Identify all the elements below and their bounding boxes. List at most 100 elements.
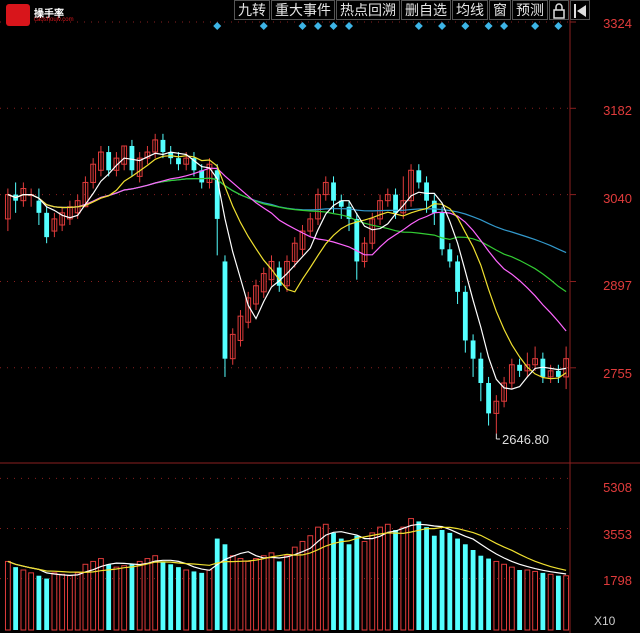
candle-body	[369, 218, 376, 244]
back-arrow-icon[interactable]	[570, 0, 590, 20]
candle-body	[331, 182, 336, 201]
volume-bar	[44, 578, 50, 630]
candle-body	[307, 218, 314, 232]
candle-body	[44, 212, 50, 238]
hotspot-review-button[interactable]: 热点回溯	[336, 0, 400, 20]
volume-ma10-line	[7, 526, 567, 574]
volume-bar	[524, 569, 531, 631]
volume-bar	[431, 535, 437, 630]
event-marker-icon	[414, 22, 423, 30]
event-marker-icon	[531, 22, 540, 30]
volume-bar	[245, 560, 252, 631]
volume-bar	[555, 575, 561, 630]
candle-body	[384, 194, 391, 202]
candle-body	[106, 152, 112, 171]
candle-body	[229, 333, 236, 360]
candle-body	[478, 358, 484, 383]
volume-bar	[307, 535, 314, 631]
candle-body	[98, 151, 104, 171]
volume-bar	[400, 526, 407, 631]
volume-bar	[508, 566, 515, 631]
candle-body	[439, 212, 445, 250]
candle-body	[176, 158, 181, 165]
min-price-annotation: 2646.80	[502, 432, 549, 447]
candle-body	[563, 358, 570, 378]
event-marker-icon	[213, 22, 222, 30]
volume-bar	[253, 558, 259, 631]
volume-bar	[106, 564, 112, 630]
app-logo: 操手率 caoshoulv.com	[6, 4, 96, 26]
volume-bar	[354, 535, 360, 630]
candle-body	[183, 157, 190, 165]
volume-bar	[222, 544, 228, 630]
candle-body	[416, 170, 422, 183]
volume-bar	[237, 558, 244, 631]
event-marker-icon	[461, 22, 470, 30]
volume-bar	[90, 560, 97, 631]
volume-bar	[160, 561, 166, 630]
candle-body	[462, 291, 468, 341]
candle-body	[470, 340, 476, 359]
remove-watchlist-button[interactable]: 删自选	[401, 0, 451, 20]
volume-bar	[532, 570, 539, 631]
candle-body	[144, 151, 151, 159]
volume-bar	[299, 540, 306, 631]
volume-bar	[315, 526, 321, 631]
price-axis-label: 2897	[603, 278, 632, 293]
candle-body	[214, 170, 220, 219]
volume-bar	[199, 572, 205, 630]
candle-body	[152, 139, 159, 153]
price-axis-label: 3182	[603, 103, 632, 118]
volume-bar	[229, 555, 236, 631]
candle-body	[493, 400, 500, 414]
price-axis-label: 3040	[603, 191, 632, 206]
major-events-button[interactable]: 重大事件	[271, 0, 335, 20]
volume-bar	[168, 564, 174, 630]
candle-body	[547, 370, 554, 378]
candle-body	[447, 249, 453, 262]
candle-body	[501, 382, 507, 402]
event-marker-icon	[500, 22, 509, 30]
window-button[interactable]: 窗	[489, 0, 511, 20]
volume-bar	[322, 523, 329, 631]
candle-body	[206, 163, 213, 183]
moving-average-button[interactable]: 均线	[452, 0, 488, 20]
volume-bar	[408, 518, 414, 631]
volume-bar	[377, 526, 383, 631]
logo-sub: caoshoulv.com	[34, 17, 74, 23]
forecast-button[interactable]: 预测	[512, 0, 548, 20]
candle-body	[346, 206, 352, 219]
lock-icon[interactable]	[549, 0, 569, 20]
jiuzhuan-button[interactable]: 九转	[234, 0, 270, 20]
volume-bar	[447, 532, 453, 630]
volume-bar	[517, 570, 523, 630]
candle-body	[408, 169, 414, 202]
candle-body	[129, 145, 135, 171]
candle-body	[361, 242, 368, 262]
candle-body	[291, 242, 298, 262]
volume-bar	[455, 538, 460, 630]
volume-bar	[439, 530, 445, 630]
volume-bar	[424, 527, 429, 630]
volume-bar	[547, 573, 554, 631]
volume-bar	[121, 565, 128, 631]
candle-body	[222, 261, 228, 359]
candle-body	[400, 200, 407, 214]
volume-bar	[144, 558, 151, 631]
ma20-line	[7, 167, 567, 332]
volume-ma5-line	[7, 523, 567, 577]
candle-body	[555, 370, 561, 377]
volume-bar	[393, 530, 398, 630]
candle-body	[253, 285, 259, 305]
volume-bar	[540, 572, 546, 630]
volume-bar	[59, 573, 66, 631]
volume-unit-label: X10	[594, 614, 616, 628]
candle-body	[113, 157, 120, 171]
volume-bar	[98, 558, 104, 631]
candle-body	[136, 157, 143, 177]
event-marker-icon	[298, 22, 307, 30]
volume-bar	[563, 575, 570, 631]
volume-axis-label: 5308	[603, 480, 632, 495]
volume-bar	[470, 550, 476, 630]
